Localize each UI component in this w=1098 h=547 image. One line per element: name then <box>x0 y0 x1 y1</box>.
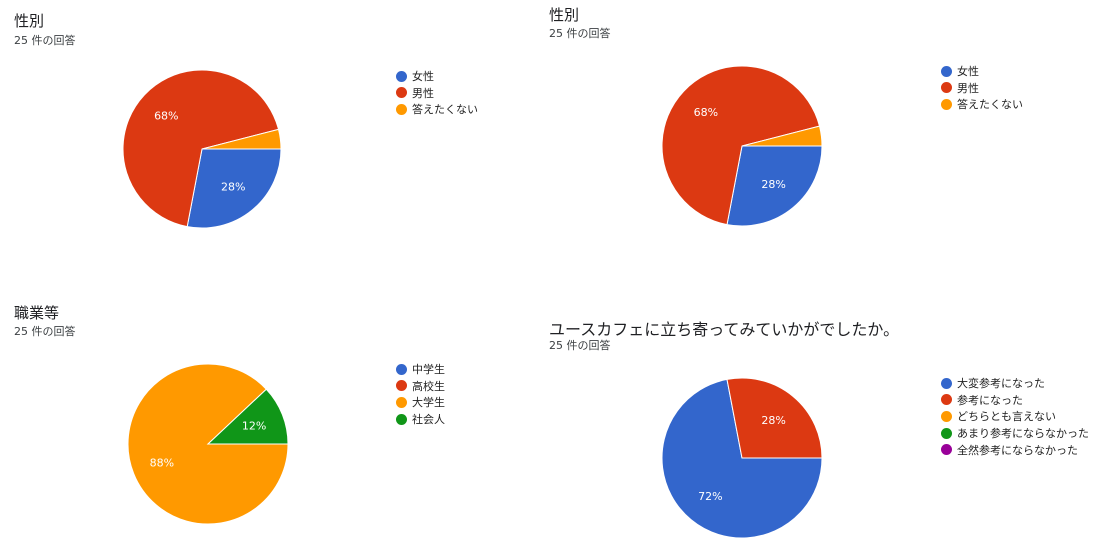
legend-item[interactable]: 社会人 <box>396 411 445 428</box>
legend-item[interactable]: あまり参考にならなかった <box>941 425 1089 442</box>
legend-color-dot-icon <box>941 427 952 439</box>
legend-label: 答えたくない <box>412 103 478 117</box>
legend-label: あまり参考にならなかった <box>957 427 1089 441</box>
legend-item[interactable]: どちらとも言えない <box>941 408 1089 425</box>
legend-label: 女性 <box>957 65 979 79</box>
legend-label: 女性 <box>412 70 434 84</box>
legend-label: 大変参考になった <box>957 377 1045 391</box>
pie-slice-女性[interactable] <box>186 148 282 229</box>
legend-label: 参考になった <box>957 393 1023 407</box>
legend-color-dot-icon <box>941 98 952 110</box>
data-label: 88% <box>150 456 174 469</box>
legend-item[interactable]: 高校生 <box>396 378 445 395</box>
data-label: 72% <box>698 490 722 503</box>
legend-item[interactable]: 女性 <box>941 63 1023 80</box>
response-count: 25 件の回答 <box>14 34 76 47</box>
legend-label: 男性 <box>957 81 979 95</box>
chart-title: 性別 <box>549 6 580 24</box>
legend-color-dot-icon <box>396 103 407 115</box>
legend-item[interactable]: 大学生 <box>396 394 445 411</box>
pie-slice-女性[interactable] <box>726 145 823 227</box>
response-count: 25 件の回答 <box>549 27 611 40</box>
data-label: 12% <box>242 420 266 433</box>
legend-item[interactable]: 全然参考にならなかった <box>941 441 1089 458</box>
legend-color-dot-icon <box>941 65 952 77</box>
legend-label: 男性 <box>412 86 434 100</box>
legend-color-dot-icon <box>941 410 952 422</box>
data-label: 68% <box>154 109 178 122</box>
legend-item[interactable]: 中学生 <box>396 361 445 378</box>
legend-item[interactable]: 男性 <box>941 80 1023 97</box>
pie-slice-参考になった[interactable] <box>726 377 823 459</box>
legend-item[interactable]: 男性 <box>396 85 478 102</box>
legend-color-dot-icon <box>396 396 407 408</box>
data-label: 28% <box>761 178 785 191</box>
legend-color-dot-icon <box>396 413 407 425</box>
response-count: 25 件の回答 <box>14 325 76 338</box>
legend-color-dot-icon <box>941 394 952 406</box>
legend-color-dot-icon <box>396 87 407 99</box>
legend-label: 全然参考にならなかった <box>957 443 1078 457</box>
legend-label: 中学生 <box>412 363 445 377</box>
legend-label: 社会人 <box>412 413 445 427</box>
legend-color-dot-icon <box>396 70 407 82</box>
pie-slice-男性[interactable] <box>661 65 821 226</box>
legend-item[interactable]: 答えたくない <box>396 101 478 118</box>
pie-slice-大変参考になった[interactable] <box>661 378 823 539</box>
chart-title: ユースカフェに立ち寄ってみていかがでしたか。 <box>549 320 900 339</box>
legend-item[interactable]: 答えたくない <box>941 96 1023 113</box>
legend: 女性男性答えたくない <box>396 68 478 118</box>
data-label: 28% <box>221 181 245 194</box>
legend-item[interactable]: 参考になった <box>941 392 1089 409</box>
pie-slice-社会人[interactable] <box>206 388 289 445</box>
legend-color-dot-icon <box>941 82 952 94</box>
pie-slice-男性[interactable] <box>122 69 280 228</box>
legend: 中学生高校生大学生社会人 <box>396 361 445 427</box>
legend-item[interactable]: 大変参考になった <box>941 375 1089 392</box>
legend: 女性男性答えたくない <box>941 63 1023 113</box>
legend-label: 答えたくない <box>957 98 1023 112</box>
pie-slice-答えたくない[interactable] <box>741 125 823 147</box>
legend-label: 大学生 <box>412 396 445 410</box>
pie-slice-答えたくない[interactable] <box>201 128 282 150</box>
legend-item[interactable]: 女性 <box>396 68 478 85</box>
legend-color-dot-icon <box>941 377 952 389</box>
response-count: 25 件の回答 <box>549 339 611 352</box>
legend-color-dot-icon <box>396 380 407 392</box>
data-label: 68% <box>694 106 718 119</box>
legend: 大変参考になった 参考になったどちらとも言えないあまり参考にならなかった 全然参考に… <box>941 375 1089 458</box>
chart-title: 性別 <box>14 12 45 30</box>
legend-color-dot-icon <box>941 444 952 456</box>
data-label: 28% <box>761 414 785 427</box>
legend-label: どちらとも言えない <box>957 410 1056 424</box>
legend-label: 高校生 <box>412 379 445 393</box>
chart-title: 職業等 <box>14 304 60 322</box>
legend-color-dot-icon <box>396 363 407 375</box>
